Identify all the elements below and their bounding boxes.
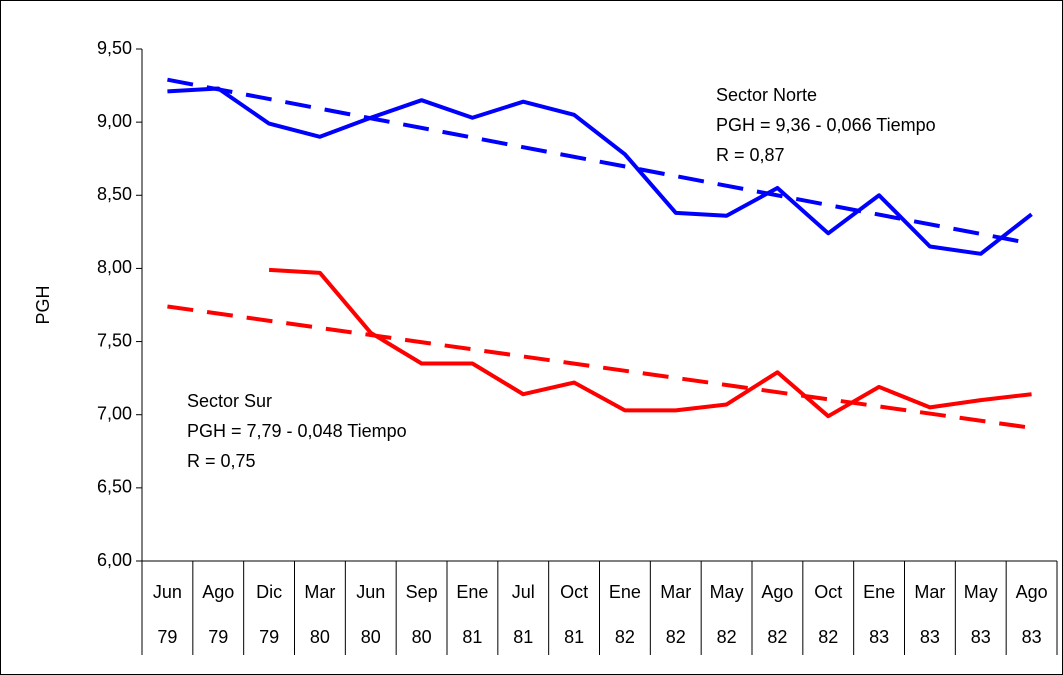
y-tick-label: 7,50 (97, 330, 132, 350)
trend-line (167, 77, 1032, 246)
series-line (268, 267, 1032, 419)
x-tick-label: 82 (615, 627, 635, 647)
annotation: PGH = 7,79 - 0,048 Tiempo (187, 421, 407, 441)
x-tick-label: Ago (1016, 582, 1048, 602)
x-tick-label: 83 (920, 627, 940, 647)
annotation: Sector Norte (716, 85, 817, 105)
x-tick-label: May (964, 582, 998, 602)
x-tick-label: Mar (304, 582, 335, 602)
x-tick-label: 80 (310, 627, 330, 647)
y-tick-label: 8,00 (97, 257, 132, 277)
x-tick-label: Ene (863, 582, 895, 602)
x-tick-label: Mar (914, 582, 945, 602)
x-tick-label: 79 (157, 627, 177, 647)
x-tick-label: 81 (513, 627, 533, 647)
series-line (167, 86, 1033, 256)
annotation: R = 0,87 (716, 145, 785, 165)
x-tick-label: 80 (412, 627, 432, 647)
y-tick-label: 9,00 (97, 111, 132, 131)
trend-line (167, 304, 1032, 430)
x-tick-label: Sep (406, 582, 438, 602)
x-tick-label: 80 (361, 627, 381, 647)
y-axis-label: PGH (33, 285, 53, 324)
y-tick-label: 6,50 (97, 477, 132, 497)
x-tick-label: Dic (256, 582, 282, 602)
x-tick-label: 82 (666, 627, 686, 647)
x-tick-label: Ene (609, 582, 641, 602)
x-tick-label: Ago (202, 582, 234, 602)
x-tick-label: 83 (971, 627, 991, 647)
y-tick-label: 7,00 (97, 403, 132, 423)
x-tick-label: 81 (462, 627, 482, 647)
x-tick-label: Oct (560, 582, 588, 602)
x-tick-label: 82 (767, 627, 787, 647)
x-tick-label: Jun (153, 582, 182, 602)
x-tick-label: Mar (660, 582, 691, 602)
y-tick-label: 9,50 (97, 38, 132, 58)
x-tick-label: Ene (456, 582, 488, 602)
annotation: PGH = 9,36 - 0,066 Tiempo (716, 115, 936, 135)
y-tick-label: 6,00 (97, 550, 132, 570)
annotation: Sector Sur (187, 391, 272, 411)
x-tick-label: 81 (564, 627, 584, 647)
x-tick-label: Oct (814, 582, 842, 602)
x-tick-label: 79 (208, 627, 228, 647)
x-tick-label: Jul (512, 582, 535, 602)
x-tick-label: May (710, 582, 744, 602)
x-tick-label: 82 (717, 627, 737, 647)
x-tick-label: 82 (818, 627, 838, 647)
y-tick-label: 8,50 (97, 184, 132, 204)
x-tick-label: Ago (761, 582, 793, 602)
x-tick-label: 83 (1022, 627, 1042, 647)
x-tick-label: Jun (356, 582, 385, 602)
x-tick-label: 79 (259, 627, 279, 647)
x-tick-label: 83 (869, 627, 889, 647)
annotation: R = 0,75 (187, 451, 256, 471)
